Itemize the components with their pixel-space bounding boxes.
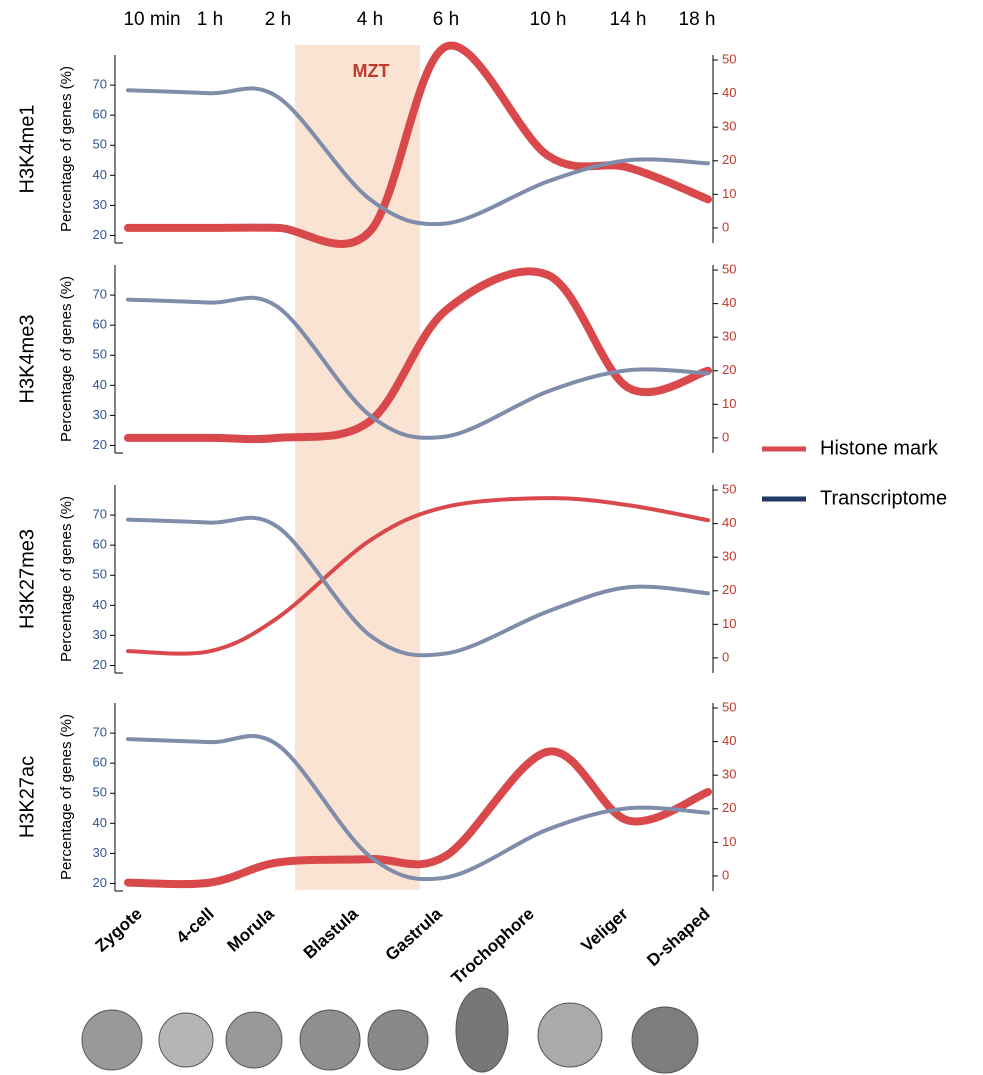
time-label: 10 h [530, 9, 567, 30]
y-tick-label: 50 [93, 347, 107, 362]
y-tick-label: 60 [93, 755, 107, 770]
y-tick-label: 50 [93, 137, 107, 152]
embryo-image [538, 1003, 602, 1067]
y2-tick-label: 50 [722, 261, 736, 276]
time-label: 10 min [123, 9, 180, 30]
time-label: 1 h [197, 9, 223, 30]
y-tick-label: 60 [93, 537, 107, 552]
embryo-image [632, 1007, 698, 1073]
y2-tick-label: 20 [722, 152, 736, 167]
y-tick-label: 50 [93, 567, 107, 582]
panel-label: H3K27me3 [16, 529, 38, 629]
y-tick-label: 20 [93, 875, 107, 890]
embryo-image [159, 1013, 213, 1067]
y2-tick-label: 0 [722, 649, 729, 664]
embryo-image [226, 1012, 282, 1068]
y-axis-label: Percentage of genes (%) [58, 714, 75, 880]
y2-tick-label: 20 [722, 362, 736, 377]
panel-label: H3K4me3 [16, 315, 38, 404]
y-tick-label: 20 [93, 657, 107, 672]
y2-tick-label: 40 [722, 515, 736, 530]
time-label: 4 h [357, 9, 383, 30]
y-tick-label: 70 [93, 287, 107, 302]
time-label: 2 h [265, 9, 291, 30]
embryo-image [300, 1010, 360, 1070]
y-tick-label: 40 [93, 815, 107, 830]
y2-tick-label: 40 [722, 733, 736, 748]
y-tick-label: 60 [93, 107, 107, 122]
stage-label: Blastula [300, 904, 362, 963]
y2-tick-label: 10 [722, 396, 736, 411]
y2-tick-label: 30 [722, 329, 736, 344]
y-axis-label: Percentage of genes (%) [58, 276, 75, 442]
y-tick-label: 60 [93, 317, 107, 332]
y-tick-label: 30 [93, 627, 107, 642]
panel-label: H3K4me1 [16, 105, 38, 194]
legend-label: Transcriptome [820, 487, 947, 509]
mzt-label: MZT [353, 61, 390, 81]
y2-tick-label: 40 [722, 295, 736, 310]
y2-tick-label: 40 [722, 85, 736, 100]
stage-label: Morula [224, 904, 279, 956]
y2-tick-label: 50 [722, 481, 736, 496]
time-label: 6 h [433, 9, 459, 30]
y-axis-label: Percentage of genes (%) [58, 66, 75, 232]
y2-tick-label: 0 [722, 219, 729, 234]
y2-tick-label: 50 [722, 51, 736, 66]
panel-label: H3K27ac [16, 756, 38, 838]
y2-tick-label: 30 [722, 767, 736, 782]
time-label: 14 h [610, 9, 647, 30]
y-tick-label: 20 [93, 227, 107, 242]
y2-tick-label: 10 [722, 834, 736, 849]
y-tick-label: 70 [93, 77, 107, 92]
y-tick-label: 30 [93, 845, 107, 860]
embryo-images [82, 988, 698, 1073]
embryo-image [82, 1010, 142, 1070]
y2-tick-label: 30 [722, 119, 736, 134]
y-tick-label: 30 [93, 197, 107, 212]
figure: MZT 10 min 1 h 2 h 4 h 6 h 10 h 14 h 18 h Zygote… [0, 0, 983, 1075]
legend-label: Histone mark [820, 437, 939, 459]
y2-tick-label: 10 [722, 186, 736, 201]
y-tick-label: 70 [93, 507, 107, 522]
y-tick-label: 40 [93, 597, 107, 612]
embryo-image [456, 988, 508, 1072]
y2-tick-label: 20 [722, 582, 736, 597]
embryo-image [368, 1010, 428, 1070]
y2-tick-label: 10 [722, 616, 736, 631]
y-tick-label: 70 [93, 725, 107, 740]
y2-tick-label: 30 [722, 549, 736, 564]
stage-label: Veliger [578, 904, 632, 956]
y2-tick-label: 50 [722, 699, 736, 714]
y2-tick-label: 20 [722, 800, 736, 815]
y-tick-label: 40 [93, 377, 107, 392]
stage-label: Trochophore [448, 904, 538, 988]
mzt-shade [295, 45, 420, 890]
stage-label: D-shaped [643, 904, 713, 970]
time-label: 18 h [679, 9, 716, 30]
stage-label: 4-cell [173, 904, 218, 947]
y-tick-label: 40 [93, 167, 107, 182]
y2-tick-label: 0 [722, 867, 729, 882]
stage-label: Zygote [92, 904, 146, 955]
y2-tick-label: 0 [722, 429, 729, 444]
y-tick-label: 20 [93, 437, 107, 452]
y-tick-label: 30 [93, 407, 107, 422]
y-axis-label: Percentage of genes (%) [58, 496, 75, 662]
stage-label: Gastrula [382, 904, 446, 965]
y-tick-label: 50 [93, 785, 107, 800]
